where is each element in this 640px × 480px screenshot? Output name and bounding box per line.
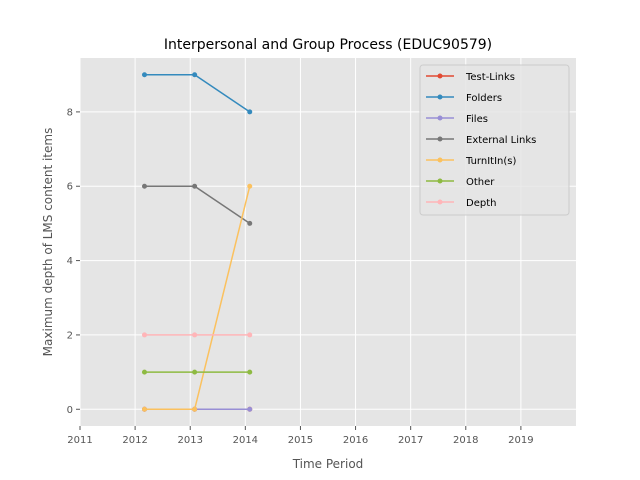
legend-marker <box>437 94 443 100</box>
y-tick-label: 2 <box>67 330 73 341</box>
x-tick-label: 2015 <box>288 435 313 446</box>
y-axis-label: Maximum depth of LMS content items <box>41 128 55 357</box>
data-point-depth <box>192 332 198 338</box>
legend-item-depth: Depth <box>426 198 496 209</box>
y-tick-label: 8 <box>67 107 73 118</box>
x-tick-label: 2014 <box>233 435 258 446</box>
x-tick-label: 2018 <box>453 435 478 446</box>
data-point-turnitin-s <box>192 406 198 412</box>
data-point-external-links <box>192 183 198 189</box>
data-point-other <box>141 369 147 375</box>
data-point-turnitin-s <box>141 406 147 412</box>
series-other <box>141 369 253 375</box>
x-tick-label: 2013 <box>177 435 202 446</box>
legend-marker <box>437 73 443 79</box>
x-tick-label: 2019 <box>508 435 533 446</box>
series-external-links <box>141 183 253 226</box>
legend-item-other: Other <box>426 177 495 188</box>
legend-label: TurnItIn(s) <box>465 156 516 167</box>
legend-marker <box>437 115 443 121</box>
series-depth <box>141 332 253 338</box>
series-turnitin-s <box>141 183 253 412</box>
data-point-other <box>192 369 198 375</box>
legend-marker <box>437 136 443 142</box>
legend: Test-Links Folders Files External Links Turn… <box>419 64 570 216</box>
data-point-turnitin-s <box>247 183 253 189</box>
x-tick-label: 2011 <box>67 435 92 446</box>
legend-label: Files <box>466 114 488 125</box>
data-point-external-links <box>141 183 147 189</box>
legend-box <box>419 64 570 216</box>
x-axis-ticks: 2011 2012 2013 2014 2015 2016 2017 2018 2019 <box>67 426 534 446</box>
legend-label: Depth <box>466 198 496 209</box>
data-point-external-links <box>247 220 253 226</box>
chart-title: Interpersonal and Group Process (EDUC905… <box>164 37 492 53</box>
data-point-files <box>247 406 253 412</box>
data-point-depth <box>141 332 147 338</box>
legend-item-external-links: External Links <box>426 135 536 146</box>
data-point-depth <box>247 332 253 338</box>
series-layer <box>141 72 253 412</box>
data-point-folders <box>141 72 147 78</box>
legend-label: Other <box>466 177 495 188</box>
data-point-folders <box>247 109 253 115</box>
y-tick-label: 0 <box>67 405 73 416</box>
series-folders <box>141 72 253 115</box>
y-axis-ticks: 0 2 4 6 8 <box>67 107 80 416</box>
legend-item-folders: Folders <box>426 93 502 104</box>
y-tick-label: 4 <box>67 256 73 267</box>
y-tick-label: 6 <box>67 182 73 193</box>
legend-item-turnitin-s: TurnItIn(s) <box>426 156 516 167</box>
legend-label: Folders <box>466 93 502 104</box>
x-tick-label: 2012 <box>122 435 147 446</box>
legend-item-files: Files <box>426 114 488 125</box>
data-point-folders <box>192 72 198 78</box>
x-tick-label: 2017 <box>398 435 423 446</box>
x-tick-label: 2016 <box>343 435 368 446</box>
data-point-other <box>247 369 253 375</box>
legend-marker <box>437 199 443 205</box>
legend-label: External Links <box>466 135 536 146</box>
x-axis-label: Time Period <box>292 457 364 471</box>
legend-item-test-links: Test-Links <box>426 72 515 83</box>
legend-marker <box>437 178 443 184</box>
legend-label: Test-Links <box>465 72 515 83</box>
legend-marker <box>437 157 443 163</box>
